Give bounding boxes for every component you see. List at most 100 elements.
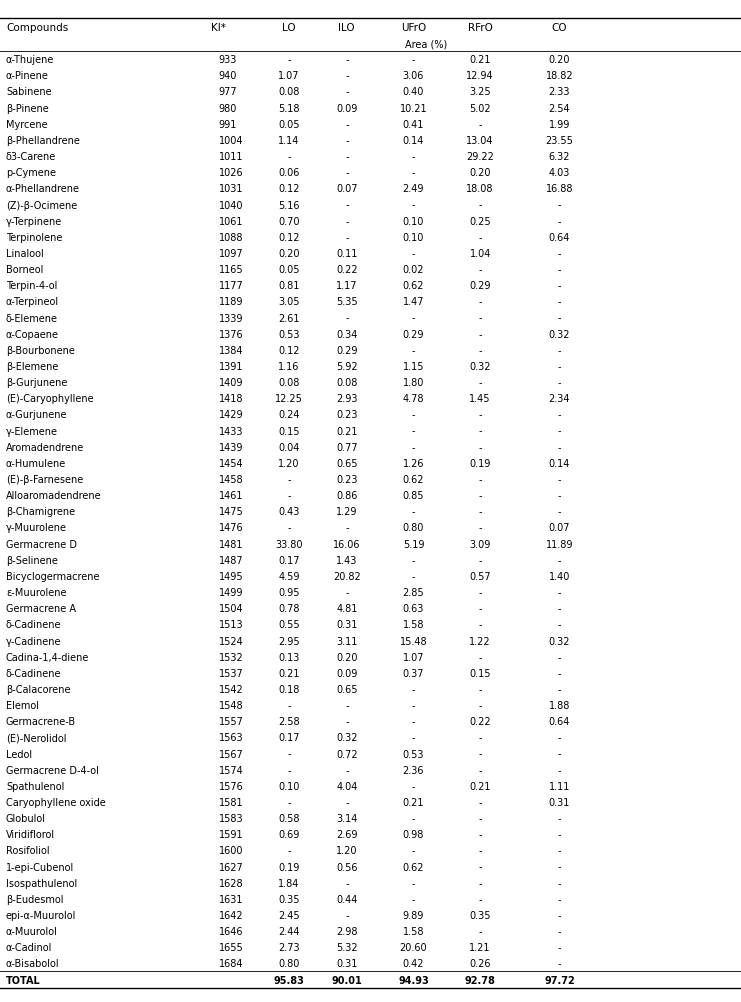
- Text: 2.98: 2.98: [336, 926, 358, 936]
- Text: α-Copaene: α-Copaene: [6, 330, 59, 340]
- Text: 1391: 1391: [219, 362, 243, 372]
- Text: Isospathulenol: Isospathulenol: [6, 878, 77, 888]
- Text: -: -: [479, 732, 482, 742]
- Text: -: -: [558, 314, 561, 324]
- Text: 0.31: 0.31: [336, 620, 357, 629]
- Text: -: -: [479, 878, 482, 888]
- Text: -: -: [558, 652, 561, 662]
- Text: Borneol: Borneol: [6, 265, 43, 275]
- Text: α-Muurolol: α-Muurolol: [6, 926, 58, 936]
- Text: 0.02: 0.02: [402, 265, 425, 275]
- Text: -: -: [288, 700, 290, 710]
- Text: 0.37: 0.37: [402, 668, 425, 678]
- Text: -: -: [479, 232, 482, 242]
- Text: -: -: [558, 668, 561, 678]
- Text: 1581: 1581: [219, 798, 243, 808]
- Text: 3.09: 3.09: [470, 539, 491, 549]
- Text: 1439: 1439: [219, 442, 243, 452]
- Text: 0.29: 0.29: [402, 330, 425, 340]
- Text: Germacrene-B: Germacrene-B: [6, 716, 76, 726]
- Text: 0.31: 0.31: [336, 959, 357, 969]
- Text: 0.21: 0.21: [278, 668, 300, 678]
- Text: 1.16: 1.16: [279, 362, 299, 372]
- Text: 0.17: 0.17: [278, 732, 300, 742]
- Text: -: -: [288, 152, 290, 162]
- Text: 0.25: 0.25: [469, 216, 491, 226]
- Text: -: -: [345, 168, 348, 178]
- Text: 0.21: 0.21: [402, 798, 425, 808]
- Text: 933: 933: [219, 55, 237, 65]
- Text: 0.77: 0.77: [336, 442, 358, 452]
- Text: -: -: [412, 507, 415, 517]
- Text: 4.78: 4.78: [402, 394, 425, 404]
- Text: -: -: [479, 346, 482, 356]
- Text: 0.20: 0.20: [278, 248, 300, 259]
- Text: 1.58: 1.58: [402, 620, 425, 629]
- Text: β-Chamigrene: β-Chamigrene: [6, 507, 75, 517]
- Text: -: -: [558, 684, 561, 694]
- Text: -: -: [412, 555, 415, 565]
- Text: -: -: [412, 814, 415, 824]
- Text: 1011: 1011: [219, 152, 243, 162]
- Text: 0.78: 0.78: [278, 603, 300, 613]
- Text: -: -: [412, 248, 415, 259]
- Text: 0.10: 0.10: [403, 232, 424, 242]
- Text: 0.62: 0.62: [402, 862, 425, 872]
- Text: -: -: [558, 200, 561, 210]
- Text: 2.61: 2.61: [278, 314, 300, 324]
- Text: -: -: [412, 894, 415, 904]
- Text: 2.49: 2.49: [402, 184, 425, 194]
- Text: -: -: [345, 765, 348, 775]
- Text: Compounds: Compounds: [6, 23, 68, 33]
- Text: -: -: [558, 765, 561, 775]
- Text: 13.04: 13.04: [466, 136, 494, 145]
- Text: -: -: [412, 346, 415, 356]
- Text: β-Gurjunene: β-Gurjunene: [6, 378, 67, 388]
- Text: 1475: 1475: [219, 507, 243, 517]
- Text: 18.82: 18.82: [545, 71, 574, 81]
- Text: -: -: [479, 748, 482, 759]
- Text: 1655: 1655: [219, 943, 243, 952]
- Text: -: -: [479, 426, 482, 436]
- Text: -: -: [412, 410, 415, 420]
- Text: α-Cadinol: α-Cadinol: [6, 943, 53, 952]
- Text: CO: CO: [551, 23, 568, 33]
- Text: -: -: [479, 587, 482, 597]
- Text: Terpinolene: Terpinolene: [6, 232, 62, 242]
- Text: 0.29: 0.29: [469, 281, 491, 291]
- Text: -: -: [479, 620, 482, 629]
- Text: 1513: 1513: [219, 620, 243, 629]
- Text: Linalool: Linalool: [6, 248, 44, 259]
- Text: -: -: [412, 732, 415, 742]
- Text: β-Pinene: β-Pinene: [6, 103, 49, 113]
- Text: -: -: [412, 168, 415, 178]
- Text: 0.29: 0.29: [336, 346, 358, 356]
- Text: -: -: [288, 846, 290, 856]
- Text: -: -: [558, 862, 561, 872]
- Text: -: -: [558, 298, 561, 307]
- Text: 1040: 1040: [219, 200, 243, 210]
- Text: 1642: 1642: [219, 910, 243, 920]
- Text: (E)-Nerolidol: (E)-Nerolidol: [6, 732, 67, 742]
- Text: 0.12: 0.12: [278, 232, 300, 242]
- Text: 5.16: 5.16: [278, 200, 300, 210]
- Text: -: -: [558, 555, 561, 565]
- Text: 0.65: 0.65: [336, 459, 358, 468]
- Text: Germacrene D-4-ol: Germacrene D-4-ol: [6, 765, 99, 775]
- Text: -: -: [412, 200, 415, 210]
- Text: -: -: [288, 55, 290, 65]
- Text: 0.43: 0.43: [279, 507, 299, 517]
- Text: -: -: [558, 491, 561, 501]
- Text: 1537: 1537: [219, 668, 243, 678]
- Text: 11.89: 11.89: [545, 539, 574, 549]
- Text: 1.45: 1.45: [469, 394, 491, 404]
- Text: 2.69: 2.69: [336, 830, 358, 840]
- Text: 1542: 1542: [219, 684, 243, 694]
- Text: -: -: [345, 71, 348, 81]
- Text: 10.21: 10.21: [399, 103, 428, 113]
- Text: -: -: [412, 571, 415, 581]
- Text: 1628: 1628: [219, 878, 243, 888]
- Text: 0.07: 0.07: [336, 184, 358, 194]
- Text: 0.20: 0.20: [548, 55, 571, 65]
- Text: 0.11: 0.11: [336, 248, 357, 259]
